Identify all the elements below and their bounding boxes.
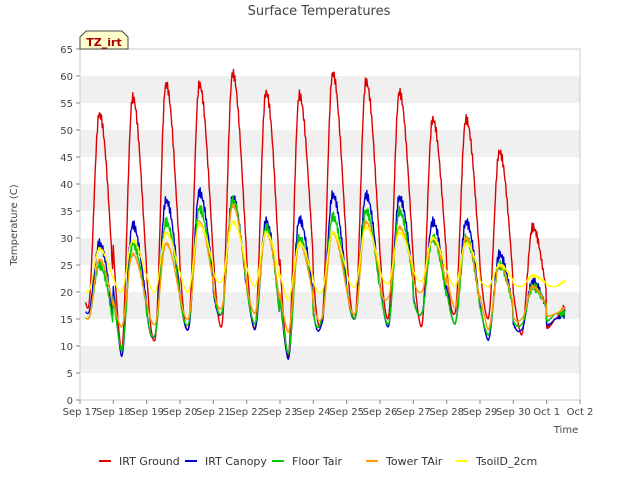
y-tick-label: 5 xyxy=(67,369,73,380)
y-tick-label: 45 xyxy=(60,153,73,164)
y-axis: 0 5 10 15 20 25 30 35 40 45 50 55 60 65 xyxy=(60,45,80,407)
x-tick-label: Oct 2 xyxy=(567,407,594,418)
y-tick-label: 35 xyxy=(60,207,73,218)
x-axis-label: Time xyxy=(553,425,578,436)
x-tick-label: Sep 25 xyxy=(329,407,364,418)
x-tick-label: Sep 19 xyxy=(129,407,164,418)
y-tick-label: 50 xyxy=(60,126,73,137)
legend-label: IRT Canopy xyxy=(205,455,267,468)
x-tick-label: Sep 17 xyxy=(63,407,98,418)
grid-band xyxy=(80,346,580,373)
x-tick-label: Sep 18 xyxy=(96,407,131,418)
x-tick-label: Sep 28 xyxy=(429,407,464,418)
series-line-tsoild-2cm xyxy=(85,220,566,301)
chart-title: Surface Temperatures xyxy=(248,4,391,19)
legend-label: Tower TAir xyxy=(385,455,443,468)
series-lines xyxy=(84,68,566,360)
x-tick-label: Oct 1 xyxy=(533,407,560,418)
y-tick-label: 40 xyxy=(60,180,73,191)
x-tick-label: Sep 27 xyxy=(396,407,431,418)
legend-label: Floor Tair xyxy=(292,455,343,468)
x-tick-label: Sep 20 xyxy=(163,407,198,418)
legend-label: IRT Ground xyxy=(119,455,180,468)
site-badge-box xyxy=(79,30,129,50)
x-tick-label: Sep 22 xyxy=(229,407,264,418)
x-tick-label: Sep 29 xyxy=(463,407,498,418)
y-tick-label: 25 xyxy=(60,261,73,272)
y-tick-label: 30 xyxy=(60,234,73,245)
site-badge: TZ_irt xyxy=(79,30,129,50)
grid-band xyxy=(80,130,580,157)
y-tick-label: 0 xyxy=(67,396,73,407)
y-tick-label: 60 xyxy=(60,72,73,83)
y-tick-label: 15 xyxy=(60,315,73,326)
x-tick-label: Sep 21 xyxy=(196,407,231,418)
y-tick-label: 65 xyxy=(60,45,73,56)
series-line-tower-tair xyxy=(85,203,566,333)
legend-label: TsoilD_2cm xyxy=(475,455,537,468)
y-tick-label: 10 xyxy=(60,342,73,353)
legend: IRT Ground IRT Canopy Floor Tair Tower TAir… xyxy=(99,455,537,468)
y-tick-label: 20 xyxy=(60,288,73,299)
y-axis-label: Temperature (C) xyxy=(9,184,20,266)
x-tick-label: Sep 23 xyxy=(263,407,298,418)
plot-frame xyxy=(79,48,581,401)
series-line-irt-ground xyxy=(84,68,566,357)
x-tick-label: Sep 26 xyxy=(363,407,398,418)
y-tick-label: 55 xyxy=(60,99,73,110)
site-badge-label: TZ_irt xyxy=(86,36,121,49)
x-tick-label: Sep 24 xyxy=(296,407,331,418)
x-tick-label: Sep 30 xyxy=(496,407,531,418)
grid-band xyxy=(80,292,580,319)
